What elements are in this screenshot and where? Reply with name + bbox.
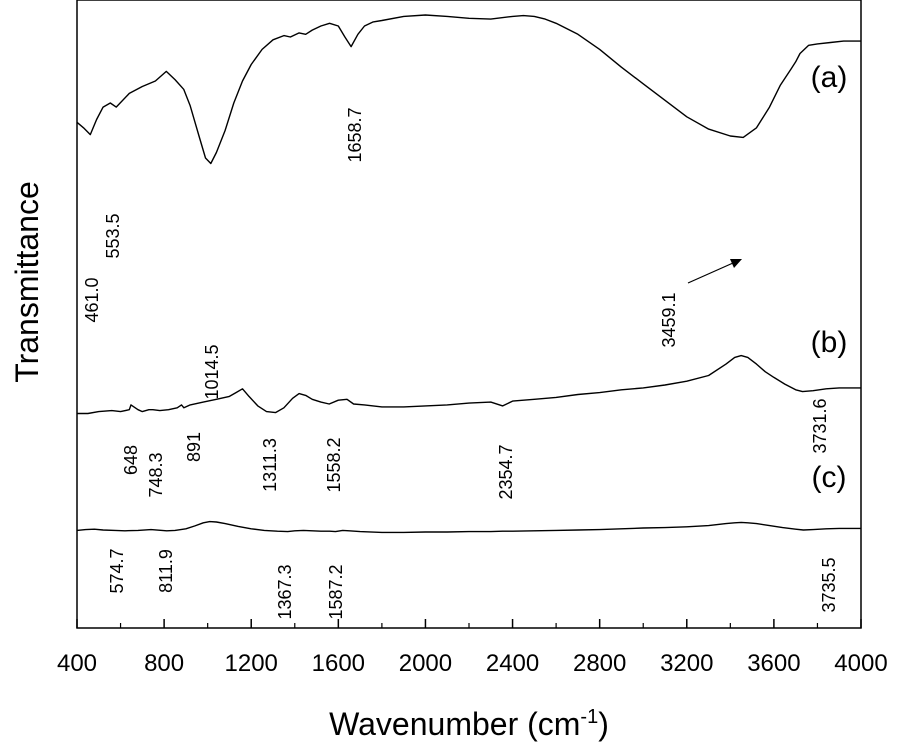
peak-label: 748.3 <box>146 452 166 497</box>
peak-label: 1367.3 <box>275 564 295 619</box>
x-tick-label: 3200 <box>660 650 713 677</box>
spectrum-line-2 <box>76 520 861 534</box>
peak-label: 3731.6 <box>810 398 830 453</box>
series-layer: (a) (b) (c) <box>76 14 861 534</box>
x-axis-ticks: 400 800 1200 1600 2000 2400 2800 3200 3600 4000 <box>57 619 888 677</box>
x-tick-label: 800 <box>144 650 184 677</box>
x-tick-label: 3600 <box>747 650 800 677</box>
spectrum-line-1 <box>77 354 861 415</box>
peak-label: 461.0 <box>82 277 102 322</box>
peak-label: 811.9 <box>156 549 176 593</box>
x-tick-label: 2400 <box>486 650 539 677</box>
peak-label: 1558.2 <box>324 437 344 492</box>
x-axis-title-main: Wavenumber (cm <box>329 706 580 742</box>
x-tick-label: 400 <box>57 650 97 677</box>
x-axis-title-close: ) <box>598 706 609 742</box>
peak-label: 1587.2 <box>326 564 346 619</box>
x-tick-label: 1600 <box>312 650 365 677</box>
series-tag: (c) <box>812 461 847 494</box>
peak-label: 1014.5 <box>202 344 222 399</box>
spectrum-line-0 <box>76 14 861 165</box>
series-tag: (a) <box>811 61 848 94</box>
y-axis-title: Transmittance <box>9 181 45 383</box>
x-tick-label: 4000 <box>834 650 887 677</box>
x-tick-label: 1200 <box>225 650 278 677</box>
peak-label: 3459.1 <box>659 292 679 347</box>
peak-arrow-head <box>730 259 742 268</box>
x-axis-title-superscript: -1 <box>580 706 598 728</box>
plot-frame <box>76 0 862 629</box>
peak-label: 1658.7 <box>345 107 365 162</box>
peak-label: 648 <box>121 445 141 475</box>
series-tag: (b) <box>811 326 848 359</box>
peak-label: 2354.7 <box>496 444 516 499</box>
x-tick-label: 2800 <box>573 650 626 677</box>
peak-label: 3735.5 <box>819 557 839 612</box>
peak-label: 1311.3 <box>260 438 280 492</box>
peak-label: 553.5 <box>103 213 123 258</box>
peak-label: 891 <box>184 432 204 462</box>
x-axis-title: Wavenumber (cm-1) <box>329 706 609 742</box>
x-tick-label: 2000 <box>399 650 452 677</box>
peak-arrow-line <box>687 262 734 284</box>
peak-label: 574.7 <box>107 548 127 593</box>
